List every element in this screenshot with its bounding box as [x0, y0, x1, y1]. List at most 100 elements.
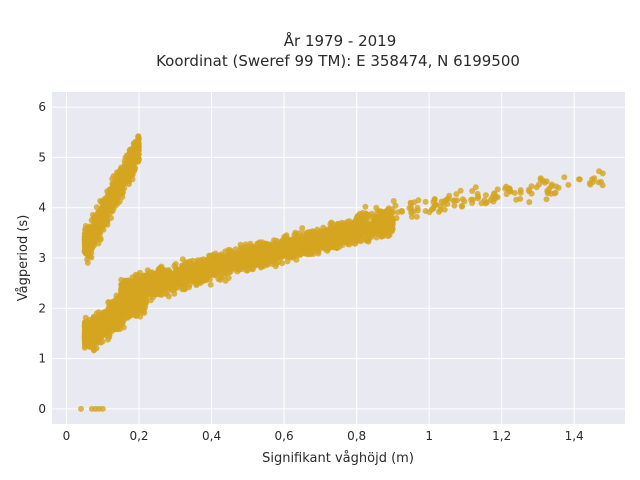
data-point: [88, 249, 95, 256]
data-point: [203, 265, 210, 272]
data-point: [83, 231, 90, 238]
data-point: [84, 259, 91, 266]
data-point: [254, 240, 261, 247]
data-point: [88, 230, 95, 237]
data-point: [284, 258, 291, 265]
data-point: [249, 254, 256, 261]
data-point: [482, 192, 489, 199]
x-tick-label: 0,8: [347, 429, 366, 443]
data-point: [141, 300, 148, 307]
data-point: [565, 181, 572, 188]
data-point: [586, 180, 593, 187]
data-point: [84, 246, 91, 253]
data-point: [102, 315, 109, 322]
data-point: [235, 255, 242, 262]
data-point: [177, 276, 184, 283]
data-point: [268, 247, 275, 254]
data-point: [142, 284, 149, 291]
data-point: [106, 188, 113, 195]
data-point: [513, 196, 520, 203]
data-point: [201, 259, 208, 266]
data-point: [171, 287, 177, 293]
data-point: [118, 178, 125, 185]
data-point: [110, 181, 117, 187]
data-point: [116, 183, 123, 190]
data-point: [315, 237, 322, 244]
data-point: [472, 184, 479, 191]
data-point: [469, 188, 476, 194]
data-point: [230, 265, 237, 272]
x-tick-label: 1,2: [492, 429, 511, 443]
data-point: [394, 209, 401, 216]
data-point: [356, 210, 363, 217]
data-point: [110, 195, 117, 202]
data-point: [408, 209, 415, 216]
data-point: [188, 266, 194, 273]
data-point: [124, 157, 130, 164]
data-point: [207, 260, 214, 267]
data-point: [596, 168, 603, 175]
data-point: [88, 334, 95, 341]
data-point: [553, 183, 559, 190]
data-point: [300, 230, 307, 237]
data-point: [122, 167, 129, 174]
data-point: [281, 251, 288, 258]
data-point: [576, 176, 582, 183]
data-point: [124, 176, 131, 182]
data-point: [195, 259, 202, 265]
data-point: [356, 224, 363, 231]
data-point: [335, 222, 342, 229]
data-point: [390, 198, 397, 204]
data-point: [303, 238, 310, 245]
data-point: [506, 186, 513, 192]
x-axis-label: Signifikant våghöjd (m): [262, 451, 414, 466]
data-point: [186, 259, 193, 266]
data-point: [259, 239, 266, 246]
data-point: [90, 219, 97, 226]
data-point: [104, 336, 111, 343]
data-point: [179, 256, 186, 263]
data-point: [382, 218, 389, 225]
data-point: [384, 207, 391, 214]
data-point: [459, 196, 466, 203]
data-point: [362, 203, 369, 210]
y-tick-label: 2: [38, 301, 46, 315]
data-point: [171, 275, 178, 282]
data-point: [113, 292, 120, 299]
data-point: [437, 206, 444, 213]
data-point: [114, 195, 121, 202]
data-point: [413, 213, 420, 220]
data-point: [256, 251, 263, 258]
data-point: [113, 316, 120, 323]
data-point: [225, 275, 232, 281]
data-point: [294, 237, 301, 244]
data-point: [188, 270, 195, 277]
data-point: [131, 309, 138, 316]
data-point: [236, 265, 243, 272]
data-point: [158, 265, 165, 272]
data-point: [459, 203, 465, 210]
data-point: [198, 278, 204, 285]
data-point: [100, 331, 107, 338]
data-point: [325, 237, 332, 244]
data-point: [278, 244, 284, 251]
data-point: [300, 242, 307, 249]
data-point: [272, 252, 279, 259]
data-point: [346, 218, 353, 225]
data-point: [453, 191, 460, 198]
data-point: [334, 245, 340, 251]
data-point: [368, 210, 375, 217]
data-point: [543, 178, 550, 185]
data-point: [149, 287, 156, 294]
data-point: [121, 185, 128, 192]
data-point: [183, 275, 190, 282]
y-tick-label: 6: [38, 100, 46, 114]
data-point: [261, 244, 268, 251]
data-point: [374, 213, 381, 220]
x-tick-labels: 0 0,2 0,4 0,6 0,8 1 1,2 1,4: [63, 429, 584, 443]
data-point: [282, 245, 289, 252]
data-point: [287, 245, 294, 252]
data-point: [428, 206, 435, 213]
data-point: [327, 224, 334, 231]
